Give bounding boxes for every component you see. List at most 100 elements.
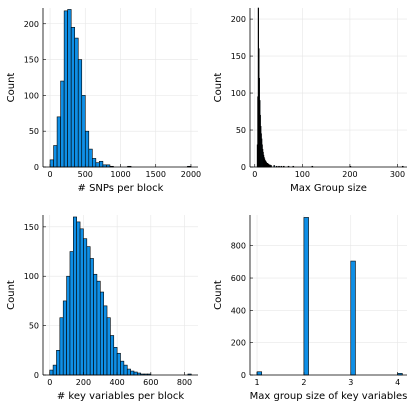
- x-tick-label: 0: [47, 378, 52, 387]
- x-tick-label: 0: [252, 170, 257, 179]
- x-tick-label: 200: [342, 170, 357, 179]
- axes: 0 200 400 600 800 0 50 100 150: [24, 215, 198, 387]
- histogram-bar: [256, 371, 263, 376]
- axes: 1 2 3 4 0 200 400 600 800: [231, 215, 407, 387]
- histogram-bar: [81, 95, 86, 168]
- histogram-bar: [52, 364, 57, 376]
- histogram-bar: [126, 368, 131, 376]
- histogram-bar: [92, 158, 97, 168]
- y-axis-label: Count: [213, 73, 224, 103]
- histogram-bar: [113, 347, 118, 376]
- histogram-bar: [103, 305, 108, 376]
- y-tick-label: 150: [231, 52, 246, 61]
- y-tick-label: 0: [34, 163, 39, 172]
- x-axis-label: # key variables per block: [57, 391, 185, 402]
- histogram-bar: [110, 335, 115, 376]
- histogram-bar: [93, 273, 98, 376]
- x-axis-label: Max Group size: [290, 183, 367, 194]
- y-axis-label: Count: [6, 73, 17, 103]
- y-tick-label: 0: [241, 371, 246, 380]
- histogram-bar: [123, 364, 128, 376]
- x-tick-label: 300: [390, 170, 405, 179]
- y-tick-label: 100: [24, 272, 39, 281]
- histogram-bar: [76, 221, 81, 376]
- y-tick-label: 50: [29, 322, 39, 331]
- y-tick-label: 150: [24, 223, 39, 232]
- x-tick-label: 800: [177, 378, 192, 387]
- y-tick-label: 100: [24, 91, 39, 100]
- y-tick-label: 800: [231, 242, 246, 251]
- x-tick-label: 1500: [146, 170, 166, 179]
- y-tick-label: 100: [231, 89, 246, 98]
- y-tick-label: 0: [241, 163, 246, 172]
- histogram-bar: [79, 228, 84, 376]
- histogram-bar: [69, 251, 74, 376]
- histogram-bars: [256, 217, 403, 376]
- histogram-bar: [53, 145, 58, 168]
- x-tick-label: 1: [254, 378, 259, 387]
- x-tick-label: 0: [47, 170, 52, 179]
- x-tick-label: 500: [78, 170, 93, 179]
- y-tick-label: 50: [29, 127, 39, 136]
- y-tick-label: 200: [24, 20, 39, 29]
- x-tick-label: 3: [348, 378, 353, 387]
- axes: 0 500 1000 1500 2000 0 50 100 150 200: [24, 8, 201, 179]
- panel-max-group-size-key-variables: 1 2 3 4 0 200 400 600 800 Max group size of key …: [213, 215, 407, 402]
- histogram-bar: [56, 116, 61, 168]
- histogram-bar: [89, 258, 94, 376]
- histogram-bar: [83, 238, 88, 376]
- histogram-bar: [130, 370, 135, 376]
- gridlines: [250, 215, 407, 376]
- panel-max-group-size: 0 100 200 300 0 50 100 150 200 Max Group size Co…: [213, 7, 407, 194]
- y-axis-label: Count: [6, 280, 17, 310]
- histogram-bar: [63, 10, 68, 168]
- histogram-bar: [59, 317, 64, 376]
- histogram-bar: [116, 352, 121, 376]
- histogram-bar: [84, 130, 90, 168]
- histogram-bar: [96, 280, 101, 376]
- y-tick-label: 200: [231, 339, 246, 348]
- histogram-bar: [66, 275, 71, 376]
- histogram-bar: [62, 300, 67, 376]
- panel-snps-per-block: 0 500 1000 1500 2000 0 50 100 150 200 # SNPs per …: [6, 8, 201, 194]
- x-tick-label: 600: [143, 378, 158, 387]
- histogram-bar: [133, 371, 138, 376]
- y-tick-label: 50: [236, 126, 246, 135]
- x-tick-label: 4: [395, 378, 400, 387]
- histogram-bar: [60, 80, 65, 168]
- histogram-bar: [120, 360, 125, 376]
- histogram-bar: [70, 27, 76, 168]
- panel-key-variables-per-block: 0 200 400 600 800 0 50 100 150 # key variables p…: [6, 215, 198, 402]
- histogram-bar: [77, 59, 83, 168]
- histogram-bars: [49, 9, 192, 168]
- y-tick-label: 0: [34, 371, 39, 380]
- y-axis-label: Count: [213, 280, 224, 310]
- y-tick-label: 200: [231, 15, 246, 24]
- x-tick-label: 400: [109, 378, 124, 387]
- histogram-bar: [49, 159, 54, 168]
- x-axis-label: Max group size of key variables: [250, 391, 408, 402]
- histogram-bar: [303, 217, 309, 376]
- x-tick-label: 2000: [181, 170, 201, 179]
- histogram-bar: [49, 369, 54, 376]
- x-tick-label: 100: [295, 170, 310, 179]
- gridlines: [250, 8, 407, 168]
- x-tick-label: 2: [301, 378, 306, 387]
- histogram-bar: [86, 246, 91, 376]
- histogram-bar: [67, 9, 72, 168]
- histogram-bar: [350, 260, 356, 376]
- x-tick-label: 1000: [110, 170, 130, 179]
- histogram-bars: [49, 216, 192, 376]
- histogram-bar: [88, 148, 93, 168]
- histogram-bar: [73, 216, 77, 376]
- histogram-bar: [99, 160, 104, 168]
- y-tick-label: 600: [231, 274, 246, 283]
- histogram-bar: [74, 37, 79, 168]
- x-tick-label: 200: [76, 378, 91, 387]
- histogram-bar: [95, 162, 100, 168]
- histogram-bars: [256, 7, 404, 168]
- y-tick-label: 150: [24, 56, 39, 65]
- histogram-bar: [99, 291, 104, 376]
- x-axis-label: # SNPs per block: [78, 183, 164, 194]
